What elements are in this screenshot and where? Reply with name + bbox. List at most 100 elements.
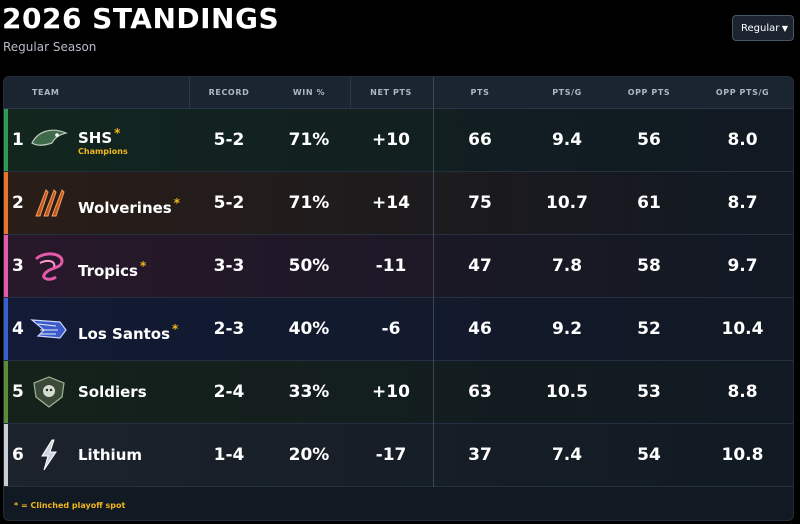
team-rank: 2 [12,193,24,213]
cell-pts: 75 [468,193,492,213]
column-header-opp-pts: OPP PTS [627,88,671,97]
column-divider [189,77,190,109]
row-accent-bar [4,361,8,423]
column-header-opp-pts-g: OPP PTS/G [715,88,770,97]
cell-opp-pts: 58 [637,256,661,276]
cell-opp-pts-g: 9.7 [727,256,758,276]
cell-pts-g: 9.2 [551,319,583,339]
table-row[interactable]: 6 Lithium 1-4 20% -17 37 7.4 54 10.8 [4,424,793,487]
cell-net-pts: -6 [381,319,401,339]
clinched-star: * [172,322,179,336]
team-rank: 6 [12,445,24,465]
team-name-text: SHS [78,129,113,147]
team-name[interactable]: Los Santos * [78,298,178,361]
row-accent-bar [4,172,8,234]
team-rank: 5 [12,382,24,402]
wing-logo-icon [30,312,68,346]
cell-pts-g: 10.5 [546,382,588,402]
cell-record: 2-4 [213,382,245,402]
team-name-text: Los Santos [78,325,171,343]
page-title: 2026 STANDINGS [2,2,280,35]
cell-record: 5-2 [213,130,245,150]
footnote: * = Clinched playoff spot [14,501,126,510]
cell-pts: 46 [468,319,492,339]
cell-opp-pts-g: 10.8 [721,445,764,465]
cell-pts-g: 7.4 [551,445,583,465]
swirl-logo-icon [30,249,68,283]
cell-opp-pts: 52 [637,319,661,339]
column-header-team: TEAM [32,88,60,97]
column-header-pts-g: PTS/G [552,88,582,97]
season-select-value: Regular [741,22,780,34]
bolt-logo-icon [30,438,68,472]
team-name-text: Tropics [78,262,138,280]
table-row[interactable]: 5 Soldiers 2-4 33% +10 63 10.5 53 8.8 [4,361,793,424]
cell-net-pts: +10 [372,130,410,150]
column-header-net-pts: NET PTS [370,88,412,97]
clinched-star: * [173,196,181,210]
chevron-down-icon: ▼ [781,23,788,33]
table-row[interactable]: 4 Los Santos * 2-3 40% -6 46 9.2 52 10.4 [4,298,793,361]
cell-pts-g: 10.7 [546,193,588,213]
cell-opp-pts-g: 10.4 [721,319,764,339]
team-rank: 3 [12,256,24,276]
team-name[interactable]: Wolverines * [78,172,180,235]
cell-net-pts: +10 [372,382,410,402]
column-header-pts: PTS [470,88,490,97]
row-accent-bar [4,424,8,486]
shield-logo-icon [30,375,68,409]
table-row[interactable]: 3 Tropics * 3-3 50% -11 47 7.8 58 9.7 [4,235,793,298]
cell-win-pct: 20% [288,445,330,465]
clinched-star: * [114,126,121,140]
table-header: TEAM RECORD WIN % NET PTS PTS PTS/G OPP … [4,77,793,109]
team-rank: 1 [12,130,24,150]
cell-net-pts: +14 [372,193,410,213]
season-select[interactable]: Regular ▼ [732,15,794,41]
cell-record: 3-3 [213,256,245,276]
cell-net-pts: -11 [375,256,407,276]
champions-badge: Champions [78,147,128,156]
cell-opp-pts: 61 [637,193,661,213]
section-divider [433,77,434,487]
page-subtitle: Regular Season [3,40,97,54]
team-name-text: Wolverines [78,199,172,217]
table-row[interactable]: 2 Wolverines * 5-2 71% +14 75 10.7 61 8.7 [4,172,793,235]
cell-win-pct: 40% [288,319,330,339]
column-header-win-pct: WIN % [292,88,326,97]
standings-table: TEAM RECORD WIN % NET PTS PTS PTS/G OPP … [3,76,794,521]
cell-opp-pts-g: 8.0 [727,130,758,150]
cell-pts-g: 9.4 [551,130,583,150]
row-accent-bar [4,298,8,360]
cell-pts: 37 [468,445,492,465]
team-name-text: Lithium [78,446,142,464]
cell-record: 5-2 [213,193,245,213]
cell-pts: 66 [468,130,492,150]
cell-pts: 63 [468,382,492,402]
row-accent-bar [4,109,8,171]
column-divider [350,77,351,109]
cell-opp-pts-g: 8.8 [727,382,758,402]
cell-record: 1-4 [213,445,245,465]
team-rank: 4 [12,319,24,339]
cell-pts-g: 7.8 [551,256,583,276]
cell-win-pct: 50% [288,256,330,276]
table-row[interactable]: 1 SHS * Champions 5-2 71% +10 66 9.4 56 8.0 [4,109,793,172]
column-header-record: RECORD [208,88,250,97]
hawk-logo-icon [30,123,68,157]
cell-win-pct: 71% [288,193,330,213]
cell-pts: 47 [468,256,492,276]
cell-opp-pts: 54 [637,445,661,465]
cell-opp-pts: 53 [637,382,661,402]
cell-win-pct: 71% [288,130,330,150]
claw-logo-icon [30,186,68,220]
team-name[interactable]: SHS * [78,126,120,147]
team-name[interactable]: Soldiers [78,361,147,424]
team-name-text: Soldiers [78,383,147,401]
team-name[interactable]: Tropics * [78,235,146,298]
cell-opp-pts: 56 [637,130,661,150]
team-name[interactable]: Lithium [78,424,142,487]
row-accent-bar [4,235,8,297]
cell-net-pts: -17 [375,445,407,465]
clinched-star: * [140,259,147,273]
cell-win-pct: 33% [288,382,330,402]
